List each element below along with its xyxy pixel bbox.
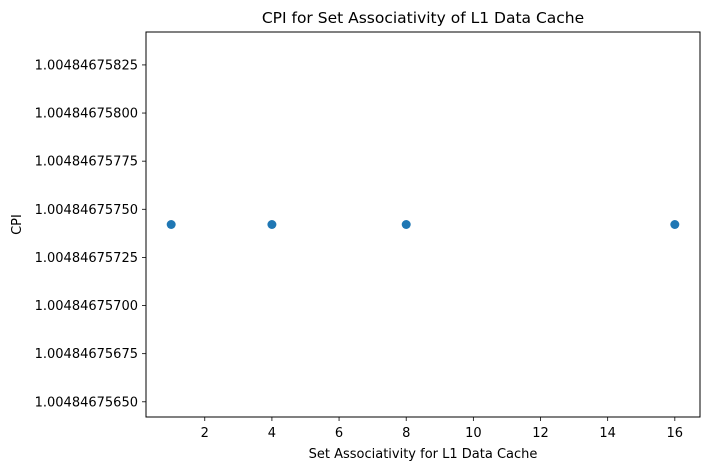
x-tick-label: 8 bbox=[402, 426, 410, 441]
y-axis: 1.00484675650 1.00484675675 1.00484675700 1… bbox=[35, 58, 146, 410]
y-axis-label: CPI bbox=[10, 214, 25, 235]
plot-area bbox=[145, 31, 701, 418]
data-point bbox=[166, 219, 176, 229]
x-tick-label: 14 bbox=[599, 426, 616, 441]
data-point bbox=[670, 219, 680, 229]
x-axis: 2 4 6 8 10 12 14 16 bbox=[201, 417, 683, 441]
x-tick-label: 6 bbox=[335, 426, 343, 441]
x-tick-label: 16 bbox=[667, 426, 684, 441]
x-tick-label: 12 bbox=[532, 426, 549, 441]
x-tick-label: 2 bbox=[201, 426, 209, 441]
x-tick-label: 10 bbox=[465, 426, 482, 441]
y-tick-label: 1.00484675725 bbox=[35, 251, 138, 266]
y-tick-label: 1.00484675825 bbox=[35, 58, 138, 73]
y-tick-label: 1.00484675700 bbox=[35, 299, 138, 314]
y-tick-label: 1.00484675800 bbox=[35, 107, 138, 122]
data-points bbox=[166, 219, 680, 229]
data-point bbox=[401, 219, 411, 229]
y-tick-label: 1.00484675775 bbox=[35, 155, 138, 170]
data-point bbox=[267, 219, 277, 229]
y-tick-label: 1.00484675650 bbox=[35, 395, 138, 410]
chart-title: CPI for Set Associativity of L1 Data Cac… bbox=[262, 9, 584, 27]
y-tick-label: 1.00484675675 bbox=[35, 347, 138, 362]
x-axis-label: Set Associativity for L1 Data Cache bbox=[309, 447, 538, 462]
x-tick-label: 4 bbox=[268, 426, 276, 441]
y-tick-label: 1.00484675750 bbox=[35, 203, 138, 218]
